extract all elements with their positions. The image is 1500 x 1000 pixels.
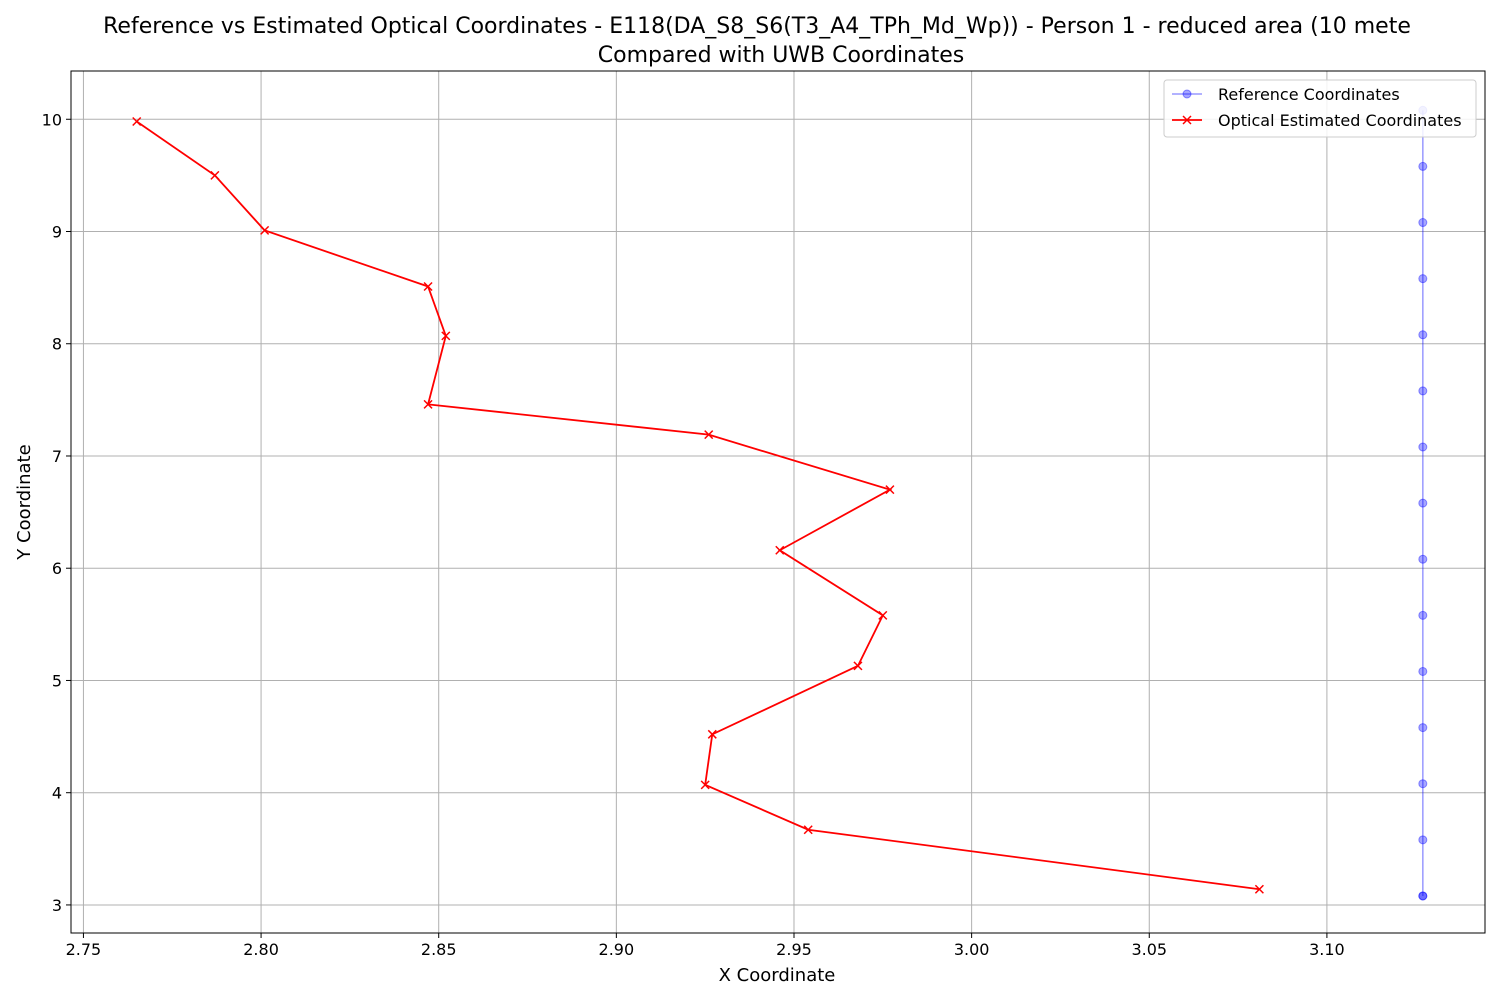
x-axis-ticks: 2.75 2.80 2.85 2.90 2.95 3.00 3.05 3.10 [66, 933, 1345, 959]
legend-marker-optical [1182, 115, 1192, 125]
optical-line [136, 120, 1260, 891]
optical-point [1254, 884, 1264, 894]
reference-point [1418, 891, 1428, 901]
y-tick-label: 9 [52, 223, 62, 242]
optical-point [707, 729, 717, 739]
reference-point [1418, 330, 1428, 340]
x-tick-label: 2.95 [776, 940, 812, 959]
reference-point [1418, 610, 1428, 620]
x-tick-label: 2.85 [421, 940, 457, 959]
x-tick-label: 2.80 [243, 940, 279, 959]
reference-point [1418, 161, 1428, 171]
chart-title-line-2: Compared with UWB Coordinates [598, 43, 964, 68]
reference-point [1418, 779, 1428, 789]
optical-point [441, 331, 451, 341]
legend-box [1163, 79, 1477, 138]
x-tick-label: 3.05 [1131, 940, 1167, 959]
reference-point [1418, 498, 1428, 508]
reference-point [1418, 666, 1428, 676]
optical-point [803, 825, 813, 835]
reference-point [1418, 386, 1428, 396]
y-tick-label: 4 [52, 784, 62, 803]
optical-point [210, 170, 220, 180]
reference-point [1418, 835, 1428, 845]
x-tick-label: 3.10 [1309, 940, 1345, 959]
x-axis-label: X Coordinate [719, 965, 836, 986]
legend-marker-reference [1182, 89, 1192, 99]
y-tick-label: 7 [52, 447, 62, 466]
optical-point [885, 485, 895, 495]
y-axis-label: Y Coordinate [14, 444, 35, 560]
legend: Reference Coordinates Optical Estimated … [1163, 79, 1477, 138]
y-tick-label: 10 [42, 110, 62, 129]
optical-point [878, 610, 888, 620]
legend-label-optical: Optical Estimated Coordinates [1218, 111, 1462, 130]
y-tick-label: 6 [52, 559, 62, 578]
grid [71, 71, 1485, 933]
optical-point [775, 545, 785, 555]
x-tick-label: 2.90 [599, 940, 635, 959]
x-tick-label: 2.75 [66, 940, 102, 959]
reference-point [1418, 891, 1428, 901]
x-tick-label: 3.00 [954, 940, 990, 959]
reference-point [1418, 554, 1428, 564]
reference-point [1418, 723, 1428, 733]
reference-point [1418, 274, 1428, 284]
plot-frame [70, 70, 1486, 934]
optical-point [423, 281, 433, 292]
reference-point [1418, 442, 1428, 452]
legend-label-reference: Reference Coordinates [1218, 85, 1400, 104]
reference-point [1418, 218, 1428, 228]
optical-point [853, 661, 863, 671]
optical-point [423, 399, 433, 409]
chart-title-line-1: Reference vs Estimated Optical Coordinat… [103, 14, 1411, 39]
optical-point [700, 780, 710, 790]
y-tick-label: 3 [52, 896, 62, 915]
optical-point [132, 116, 142, 127]
y-tick-label: 8 [52, 335, 62, 354]
optical-point [704, 430, 714, 440]
y-axis-ticks: 3 4 5 6 7 8 9 10 [42, 110, 71, 915]
optical-point [260, 225, 270, 235]
y-tick-label: 5 [52, 671, 62, 690]
series-layer [132, 105, 1428, 901]
